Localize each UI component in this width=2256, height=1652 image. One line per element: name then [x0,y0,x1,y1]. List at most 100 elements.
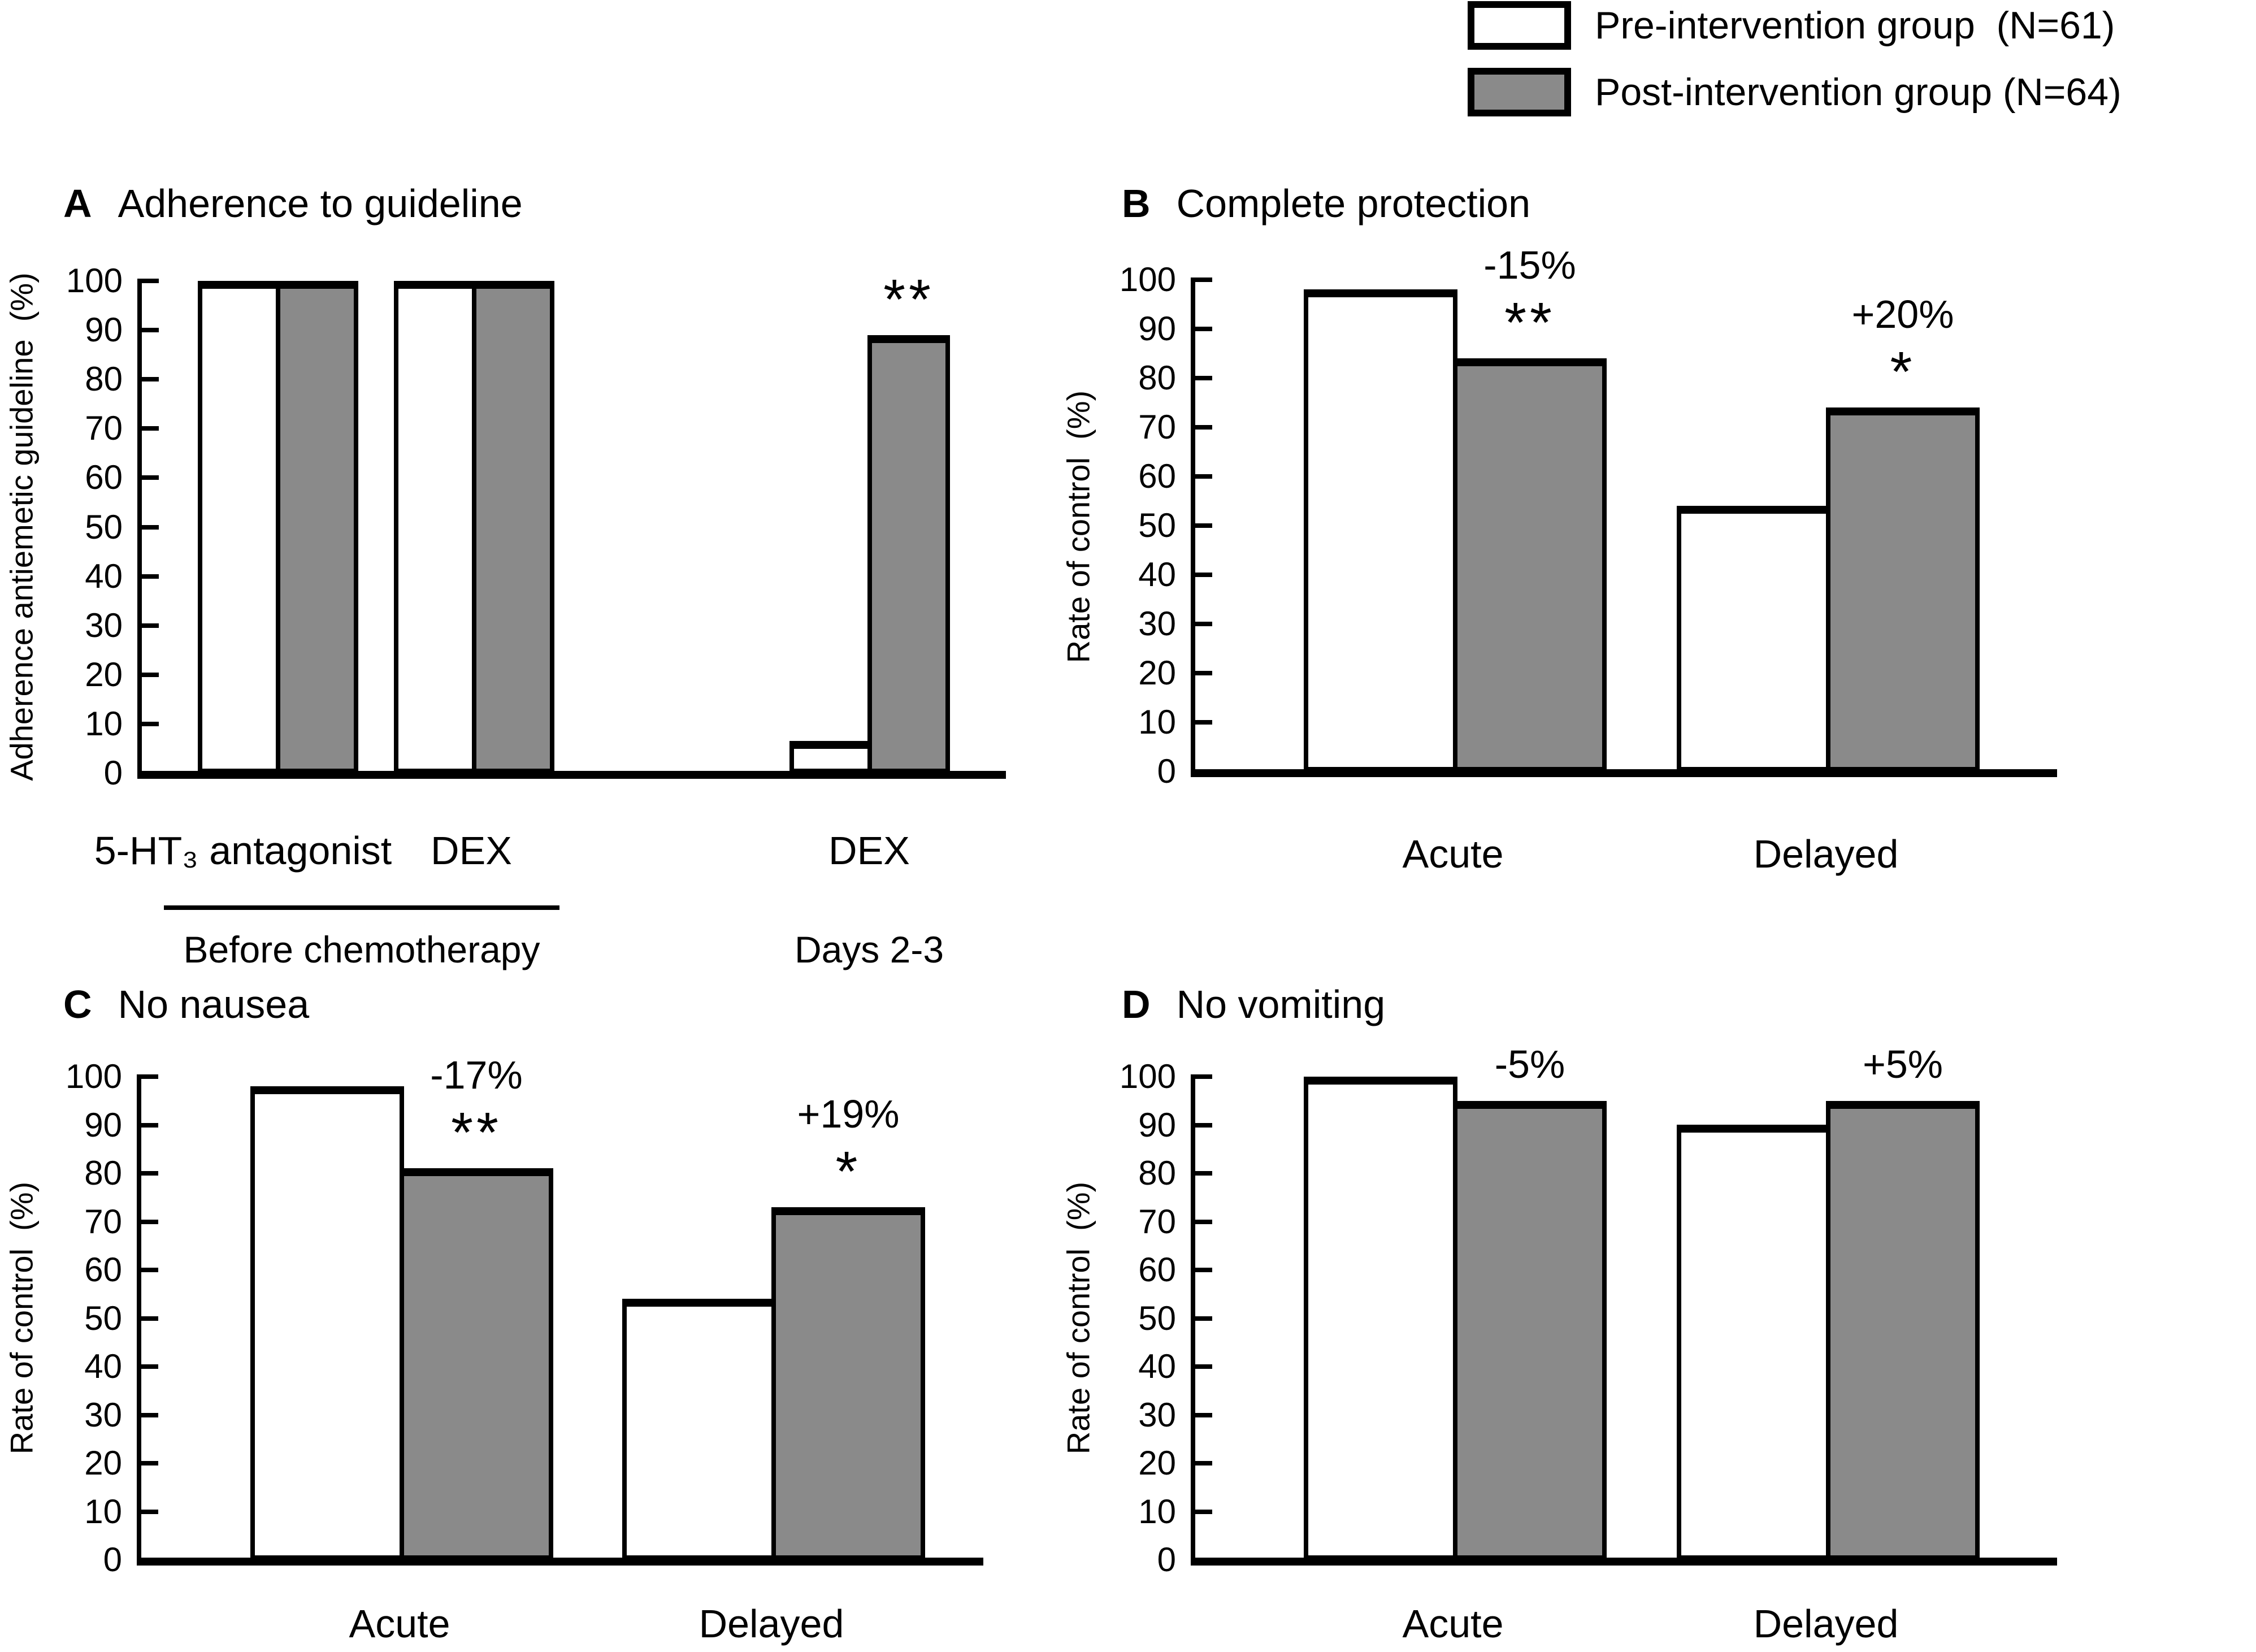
y-tick-label: 100 [66,262,123,300]
x-category-label: 5-HT₃ antagonist [94,829,392,873]
y-axis [137,279,142,779]
panel-c-title-text: No nausea [118,982,310,1026]
bar-post [867,335,950,773]
y-tick [141,1413,158,1417]
y-axis [1191,277,1195,777]
panel-a-letter: A [63,181,92,226]
y-tick [1195,1123,1212,1128]
y-tick [1195,376,1212,380]
y-tick-label: 30 [85,606,123,644]
y-axis [137,1074,141,1566]
legend-swatch-pre [1468,1,1571,50]
y-tick-label: 30 [1138,1396,1176,1434]
delta-label: -5% [1494,1042,1565,1086]
y-tick-label: 100 [1119,1057,1176,1095]
bar-post [472,281,554,773]
y-tick [1195,720,1212,725]
bar-pre [394,281,476,773]
footnote-underline [164,905,559,910]
y-tick-label: 50 [84,1299,122,1337]
y-tick-label: 0 [103,1541,122,1579]
y-tick [1195,327,1212,331]
y-tick [141,1268,158,1272]
y-tick-label: 60 [84,1251,122,1289]
bar-pre [622,1299,776,1560]
y-tick-label: 10 [84,1493,122,1530]
bar-post [771,1207,925,1560]
y-tick-label: 60 [85,458,123,496]
x-category-label: Delayed [1753,832,1899,876]
panel-a-title-text: Adherence to guideline [118,181,523,226]
y-tick [142,673,159,677]
x-category-label: DEX [431,829,512,873]
y-tick-label: 20 [1138,1444,1176,1482]
y-tick-label: 80 [85,360,123,398]
y-axis [1191,1074,1195,1566]
y-tick-label: 0 [1157,1541,1176,1579]
y-tick-label: 70 [1138,408,1176,446]
bar-post [1826,1101,1980,1560]
delta-label: +19% [797,1092,900,1136]
bar-pre [250,1086,404,1560]
y-tick-label: 80 [84,1154,122,1192]
x-category-label: Acute [1402,1602,1504,1646]
y-tick [142,426,159,431]
y-tick [1195,1268,1212,1272]
y-tick-label: 10 [1138,703,1176,741]
bar-post [1826,407,1980,771]
y-tick-label: 100 [65,1057,122,1095]
panel-d-letter: D [1122,982,1151,1026]
y-tick-label: 70 [84,1203,122,1241]
y-tick-label: 20 [1138,654,1176,692]
delta-label: -17% [430,1053,523,1097]
y-tick [1195,1171,1212,1176]
panel-b-letter: B [1122,181,1151,226]
footnote-label: Before chemotherapy [183,929,540,970]
y-tick [1195,671,1212,675]
panel-c-title: C No nausea [63,981,309,1028]
x-category-label: Delayed [699,1602,844,1646]
bar-pre [1677,506,1830,771]
y-tick [142,475,159,480]
y-tick [1195,573,1212,577]
y-tick-label: 90 [85,311,123,349]
y-tick [1195,1316,1212,1321]
bar-pre [1304,289,1457,771]
panel-d-title-text: No vomiting [1176,982,1386,1026]
significance-marker: ** [883,268,934,331]
x-category-label: Delayed [1753,1602,1899,1646]
y-tick [142,328,159,332]
y-tick [141,1074,158,1079]
y-tick-label: 40 [84,1347,122,1385]
y-tick-label: 0 [1157,752,1176,790]
y-tick [1195,1220,1212,1224]
y-tick [142,574,159,579]
y-tick-label: 90 [84,1106,122,1144]
significance-marker: * [835,1140,861,1203]
y-tick [142,722,159,726]
y-tick [1195,1510,1212,1514]
y-tick [1195,277,1212,282]
y-tick-label: 80 [1138,359,1176,397]
bar-post [1453,358,1607,771]
y-tick-label: 10 [85,705,123,743]
bar-post [1453,1101,1607,1560]
y-tick-label: 20 [84,1444,122,1482]
y-tick-label: 70 [85,409,123,447]
y-tick-label: 20 [85,656,123,693]
y-tick [141,1461,158,1465]
y-tick [142,279,159,283]
y-tick-label: 50 [1138,506,1176,544]
y-tick [1195,1364,1212,1369]
panel-a-title: A Adherence to guideline [63,180,523,227]
bar-post [400,1168,553,1560]
legend-label-pre: Pre-intervention group (N=61) [1595,4,2115,47]
y-tick [142,525,159,530]
panel-b-title-text: Complete protection [1176,181,1531,226]
x-category-label: Acute [1402,832,1504,876]
y-tick [142,377,159,381]
y-tick [141,1316,158,1321]
bar-pre [789,741,872,773]
y-tick-label: 100 [1119,261,1176,298]
panel-b-title: B Complete protection [1122,180,1530,227]
